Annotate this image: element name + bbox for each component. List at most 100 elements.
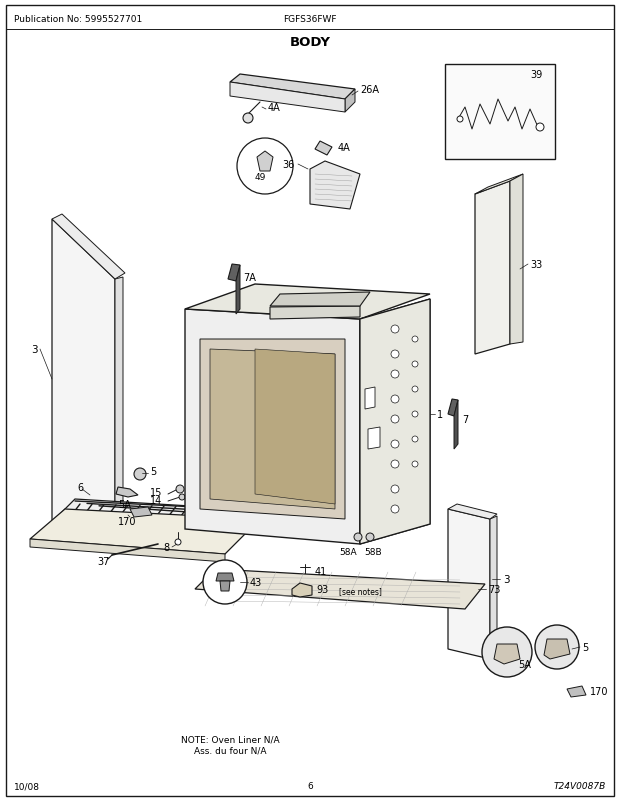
Polygon shape bbox=[45, 500, 240, 541]
Polygon shape bbox=[216, 573, 234, 581]
Circle shape bbox=[391, 326, 399, 334]
Polygon shape bbox=[230, 83, 345, 113]
Bar bbox=[445, 65, 555, 160]
Text: 14: 14 bbox=[150, 496, 162, 505]
Text: 58A: 58A bbox=[339, 547, 357, 557]
Circle shape bbox=[457, 117, 463, 123]
Circle shape bbox=[536, 124, 544, 132]
Polygon shape bbox=[255, 350, 335, 504]
Circle shape bbox=[354, 533, 362, 541]
Polygon shape bbox=[475, 182, 510, 354]
Text: 3: 3 bbox=[503, 574, 510, 585]
Polygon shape bbox=[236, 265, 240, 314]
Circle shape bbox=[391, 460, 399, 468]
Circle shape bbox=[391, 440, 399, 448]
Text: BODY: BODY bbox=[290, 35, 330, 48]
Text: 8: 8 bbox=[164, 542, 170, 553]
Polygon shape bbox=[30, 539, 225, 562]
Polygon shape bbox=[510, 175, 523, 345]
Text: Ass. du four N/A: Ass. du four N/A bbox=[193, 746, 266, 755]
Text: 41: 41 bbox=[315, 566, 327, 577]
Polygon shape bbox=[360, 300, 430, 545]
Polygon shape bbox=[220, 581, 230, 591]
Polygon shape bbox=[567, 687, 586, 697]
Circle shape bbox=[412, 387, 418, 392]
Polygon shape bbox=[360, 300, 430, 545]
Circle shape bbox=[412, 411, 418, 418]
Polygon shape bbox=[210, 350, 335, 509]
Polygon shape bbox=[315, 142, 332, 156]
Circle shape bbox=[237, 139, 293, 195]
Polygon shape bbox=[200, 339, 345, 520]
Text: NOTE: Oven Liner N/A: NOTE: Oven Liner N/A bbox=[180, 735, 280, 743]
Polygon shape bbox=[490, 516, 497, 659]
Polygon shape bbox=[345, 90, 355, 113]
Polygon shape bbox=[310, 162, 360, 210]
Polygon shape bbox=[448, 399, 458, 416]
Polygon shape bbox=[544, 639, 570, 659]
Polygon shape bbox=[130, 508, 152, 517]
Polygon shape bbox=[270, 306, 360, 320]
Polygon shape bbox=[365, 387, 375, 410]
Polygon shape bbox=[368, 427, 380, 449]
Text: 7A: 7A bbox=[243, 273, 256, 282]
Polygon shape bbox=[448, 509, 490, 659]
Circle shape bbox=[391, 415, 399, 423]
Text: 10/08: 10/08 bbox=[14, 781, 40, 791]
Polygon shape bbox=[448, 504, 497, 520]
Circle shape bbox=[535, 626, 579, 669]
Text: 7: 7 bbox=[462, 415, 468, 424]
Circle shape bbox=[179, 494, 185, 500]
Circle shape bbox=[391, 485, 399, 493]
Text: 5A: 5A bbox=[118, 500, 131, 509]
Circle shape bbox=[175, 539, 181, 545]
Text: Publication No: 5995527701: Publication No: 5995527701 bbox=[14, 15, 142, 25]
Text: 26A: 26A bbox=[360, 85, 379, 95]
Text: 4A: 4A bbox=[338, 143, 351, 153]
Polygon shape bbox=[475, 175, 523, 195]
Polygon shape bbox=[494, 644, 520, 664]
Circle shape bbox=[391, 350, 399, 358]
Text: 5A: 5A bbox=[518, 659, 531, 669]
Circle shape bbox=[203, 561, 247, 604]
Polygon shape bbox=[52, 215, 125, 280]
Circle shape bbox=[391, 395, 399, 403]
Text: 33: 33 bbox=[530, 260, 542, 269]
Text: 5: 5 bbox=[150, 467, 156, 476]
Text: 73: 73 bbox=[488, 585, 500, 594]
Polygon shape bbox=[270, 293, 370, 306]
Circle shape bbox=[391, 371, 399, 379]
Text: 35: 35 bbox=[324, 298, 336, 308]
Text: 170: 170 bbox=[590, 687, 608, 696]
Circle shape bbox=[366, 533, 374, 541]
Text: 5: 5 bbox=[582, 642, 588, 652]
Text: 37: 37 bbox=[97, 557, 110, 566]
Text: 6: 6 bbox=[307, 781, 313, 791]
Text: 170: 170 bbox=[118, 516, 136, 526]
Circle shape bbox=[412, 362, 418, 367]
Text: 6: 6 bbox=[77, 482, 83, 492]
Text: 3: 3 bbox=[30, 345, 37, 354]
Text: 58B: 58B bbox=[364, 547, 382, 557]
Circle shape bbox=[134, 468, 146, 480]
Polygon shape bbox=[230, 75, 355, 100]
Polygon shape bbox=[30, 509, 260, 554]
Polygon shape bbox=[185, 285, 430, 320]
Circle shape bbox=[391, 505, 399, 513]
Text: 93: 93 bbox=[316, 585, 328, 594]
Polygon shape bbox=[116, 488, 138, 497]
Text: 43: 43 bbox=[250, 577, 262, 587]
Text: 15: 15 bbox=[149, 488, 162, 497]
Text: 49: 49 bbox=[254, 173, 266, 182]
Circle shape bbox=[412, 461, 418, 468]
Polygon shape bbox=[292, 583, 312, 597]
Circle shape bbox=[412, 436, 418, 443]
Circle shape bbox=[176, 485, 184, 493]
Polygon shape bbox=[52, 528, 123, 549]
Circle shape bbox=[412, 337, 418, 342]
Polygon shape bbox=[195, 569, 485, 610]
Polygon shape bbox=[454, 400, 458, 449]
Polygon shape bbox=[257, 152, 273, 172]
Text: 39: 39 bbox=[531, 70, 543, 80]
Text: 4A: 4A bbox=[268, 103, 281, 113]
